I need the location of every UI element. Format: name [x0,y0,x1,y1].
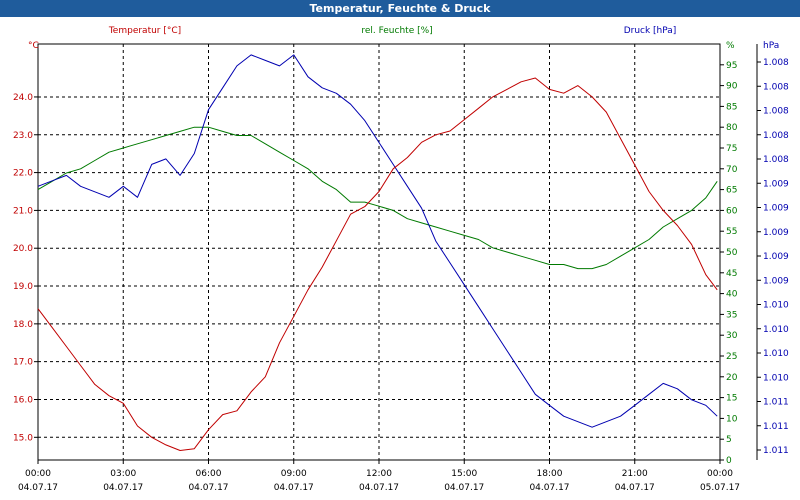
humidity-tick-label: 45 [726,269,737,279]
humidity-tick-label: 25 [726,352,737,362]
pressure-tick-label: 1.009 [763,228,789,238]
temperature-tick-label: 23.0 [13,131,33,141]
x-tick-date: 04.07.17 [444,483,484,493]
humidity-unit-label: % [726,41,735,51]
humidity-tick-label: 20 [726,373,738,383]
x-tick-time: 00:00 [707,469,733,479]
pressure-tick-label: 1.008 [763,131,789,141]
temperature-series-line [37,77,718,451]
humidity-tick-label: 85 [726,102,737,112]
plot-area-background [37,43,721,461]
pressure-axis: 1.008 1.008 1.008 1.008 1.008 1.009 1.009 1.009… [756,41,789,460]
legend-humidity: rel. Feuchte [%] [361,26,432,36]
temperature-tick-label: 20.0 [13,244,33,254]
humidity-tick-label: 35 [726,310,737,320]
x-tick-date: 04.07.17 [359,483,399,493]
temperature-tick-label: 17.0 [13,358,33,368]
humidity-tick-label: 10 [726,414,738,424]
humidity-tick-label: 60 [726,206,738,216]
humidity-tick-label: 95 [726,61,737,71]
humidity-tick-label: 65 [726,186,737,196]
pressure-tick-label: 1.009 [763,204,789,214]
series-layer [37,54,718,451]
pressure-tick-label: 1.008 [763,82,789,92]
pressure-tick-label: 1.010 [763,301,789,311]
humidity-tick-label: 75 [726,144,737,154]
x-tick-time: 15:00 [451,469,477,479]
pressure-tick-label: 1.008 [763,155,789,165]
x-tick-time: 06:00 [196,469,222,479]
x-tick-time: 12:00 [366,469,392,479]
temperature-unit-label: °C [28,41,39,51]
pressure-tick-label: 1.010 [763,325,789,335]
humidity-tick-label: 50 [726,248,738,258]
humidity-tick-label: 70 [726,165,738,175]
x-tick-date: 04.07.17 [615,483,655,493]
pressure-tick-label: 1.010 [763,349,789,359]
temperature-tick-label: 24.0 [13,93,33,103]
pressure-tick-label: 1.008 [763,58,789,68]
humidity-tick-label: 0 [726,456,732,466]
humidity-tick-label: 15 [726,394,737,404]
humidity-tick-label: 80 [726,123,738,133]
humidity-tick-label: 40 [726,290,738,300]
temperature-tick-label: 21.0 [13,206,33,216]
pressure-tick-label: 1.008 [763,107,789,117]
legend-temperature: Temperatur [°C] [108,26,181,36]
pressure-tick-label: 1.009 [763,252,789,262]
chart: 15.0 16.0 17.0 18.0 19.0 20.0 21.0 22.0 23.0 24.0… [13,26,789,493]
temperature-tick-label: 22.0 [13,169,33,179]
temperature-tick-label: 16.0 [13,395,33,405]
time-axis: 00:00 04.07.17 03:00 04.07.17 06:00 04.07.17 0… [18,460,740,493]
pressure-tick-label: 1.009 [763,276,789,286]
pressure-tick-label: 1.010 [763,373,789,383]
humidity-axis: 0 5 10 15 20 25 30 35 40 45 50 55 60 65 70 75 80 85 90 95% [720,41,738,466]
humidity-tick-label: 5 [726,435,732,445]
x-tick-date: 04.07.17 [274,483,314,493]
pressure-tick-label: 1.011 [763,422,789,432]
x-tick-date: 05.07.17 [700,483,740,493]
pressure-tick-label: 1.011 [763,398,789,408]
x-tick-time: 09:00 [281,469,307,479]
x-tick-date: 04.07.17 [529,483,569,493]
temperature-tick-label: 18.0 [13,320,33,330]
x-tick-date: 04.07.17 [103,483,143,493]
x-tick-time: 00:00 [25,469,51,479]
humidity-tick-label: 55 [726,227,737,237]
humidity-series-line [37,126,718,270]
humidity-tick-label: 30 [726,331,738,341]
pressure-unit-label: hPa [763,41,779,51]
temperature-tick-label: 19.0 [13,282,33,292]
pressure-series-line [37,54,718,428]
temperature-tick-label: 15.0 [13,433,33,443]
x-tick-time: 18:00 [537,469,563,479]
chart-title: Temperatur, Feuchte & Druck [0,0,800,17]
x-tick-time: 21:00 [622,469,648,479]
pressure-tick-label: 1.011 [763,446,789,456]
pressure-tick-label: 1.009 [763,179,789,189]
temperature-axis: 15.0 16.0 17.0 18.0 19.0 20.0 21.0 22.0 23.0 24.0… [13,41,39,443]
x-tick-date: 04.07.17 [18,483,58,493]
humidity-tick-label: 90 [726,82,738,92]
legend-pressure: Druck [hPa] [624,26,677,36]
x-tick-date: 04.07.17 [188,483,228,493]
x-tick-time: 03:00 [110,469,136,479]
legend: Temperatur [°C] rel. Feuchte [%] Druck [hP… [108,26,676,36]
